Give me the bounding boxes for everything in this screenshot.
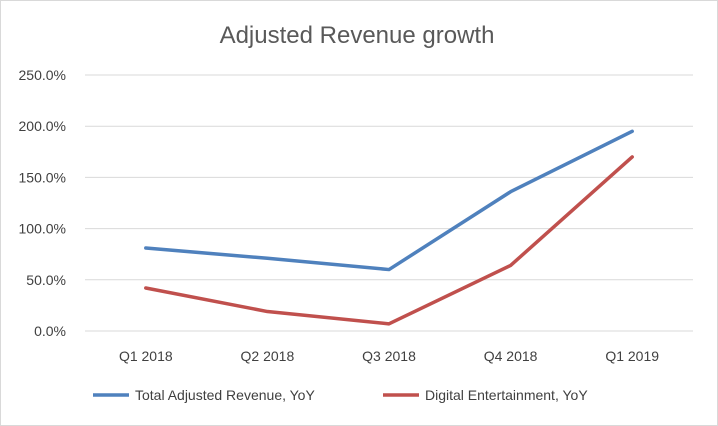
chart-title: Adjusted Revenue growth [220, 22, 495, 49]
legend-label-2: Digital Entertainment, YoY [425, 387, 588, 403]
x-tick-label: Q3 2018 [362, 348, 416, 364]
y-tick-label: 0.0% [34, 323, 66, 339]
legend: Total Adjusted Revenue, YoY Digital Enter… [93, 387, 588, 403]
y-tick-label: 200.0% [19, 118, 66, 134]
y-tick-label: 100.0% [19, 221, 66, 237]
x-tick-label: Q2 2018 [241, 348, 295, 364]
x-tick-label: Q1 2019 [605, 348, 659, 364]
legend-label-1: Total Adjusted Revenue, YoY [135, 387, 315, 403]
series-line-2 [144, 155, 634, 326]
y-tick-label: 150.0% [19, 169, 66, 185]
gridlines [85, 74, 693, 332]
y-tick-label: 50.0% [26, 272, 66, 288]
y-axis-ticks: 0.0% 50.0% 100.0% 150.0% 200.0% 250.0% [19, 67, 66, 339]
series-lines [144, 129, 634, 326]
x-tick-label: Q4 2018 [484, 348, 538, 364]
series-line-1 [144, 129, 634, 272]
x-axis-ticks: Q1 2018 Q2 2018 Q3 2018 Q4 2018 Q1 2019 [119, 348, 659, 364]
y-tick-label: 250.0% [19, 67, 66, 83]
x-tick-label: Q1 2018 [119, 348, 173, 364]
